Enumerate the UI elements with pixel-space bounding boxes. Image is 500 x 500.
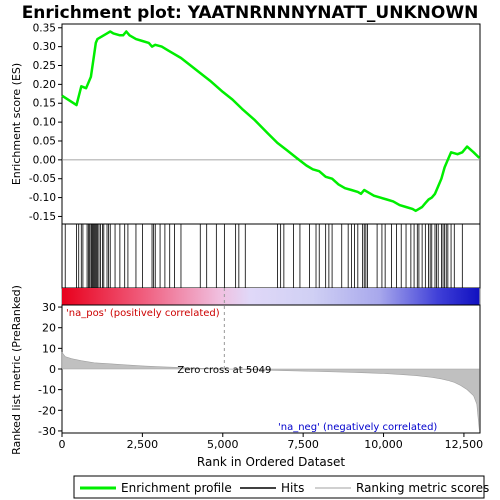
metric-xtick-label: 12,500 (445, 438, 484, 451)
metric-y-axis: 30 20 10 0 -10 -20 -30 (38, 301, 62, 438)
metric-ytick-label: 10 (42, 342, 56, 355)
xlabel: Rank in Ordered Dataset (197, 455, 345, 469)
es-ylabel: Enrichment score (ES) (10, 63, 23, 185)
legend-es-label: Enrichment profile (121, 481, 232, 495)
es-panel (61, 23, 481, 225)
metric-ytick-label: 30 (42, 301, 56, 314)
metric-ytick-label: 20 (42, 322, 56, 335)
metric-xtick-label: 10,000 (364, 438, 403, 451)
es-ytick-label: -0.10 (29, 192, 56, 204)
es-curve-group (61, 30, 481, 213)
metric-ytick-label: -10 (38, 384, 56, 397)
es-ytick-label: 0.35 (33, 22, 56, 34)
hits-group (64, 224, 463, 288)
metric-xtick-label: 5,000 (207, 438, 239, 451)
legend-metric-label: Ranking metric scores (356, 481, 489, 495)
es-ytick-label: 0.00 (33, 154, 56, 166)
es-ytick-label: 0.20 (33, 79, 56, 91)
es-ytick-label: 0.25 (33, 60, 56, 72)
es-y-axis: 0.35 0.30 0.25 0.20 0.15 0.10 0.05 0.00 -0.05 -0.… (29, 22, 62, 223)
metric-ytick-label: 0 (49, 363, 56, 376)
es-ytick-label: -0.15 (29, 211, 56, 223)
es-ytick-label: -0.05 (29, 173, 56, 185)
legend-hits-label: Hits (281, 481, 304, 495)
metric-xtick-label: 7,500 (287, 438, 319, 451)
metric-xtick-label: 0 (59, 438, 66, 451)
metric-ytick-label: -20 (38, 404, 56, 417)
pos-correlated-label: 'na_pos' (positively correlated) (66, 308, 220, 319)
chart-title: Enrichment plot: YAATNRNNNYNATT_UNKNOWN (22, 3, 479, 23)
es-ytick-label: 0.15 (33, 98, 56, 110)
metric-ytick-label: -30 (38, 425, 56, 438)
rank-color-bar (62, 288, 480, 305)
es-curve (61, 30, 481, 213)
es-ytick-label: 0.05 (33, 135, 56, 147)
metric-x-axis: 0 2,500 5,000 7,500 10,000 12,500 (59, 433, 484, 451)
metric-area-group (61, 351, 480, 431)
metric-ylabel: Ranked list metric (PreRanked) (10, 285, 23, 455)
metric-xtick-label: 2,500 (127, 438, 159, 451)
metric-area (61, 351, 480, 431)
legend-box (73, 475, 485, 499)
es-ytick-label: 0.30 (33, 41, 56, 53)
zero-cross-label: Zero cross at 5049 (177, 365, 271, 376)
neg-correlated-label: 'na_neg' (negatively correlated) (278, 422, 437, 433)
es-ytick-label: 0.10 (33, 117, 56, 129)
hits-panel (61, 223, 481, 289)
